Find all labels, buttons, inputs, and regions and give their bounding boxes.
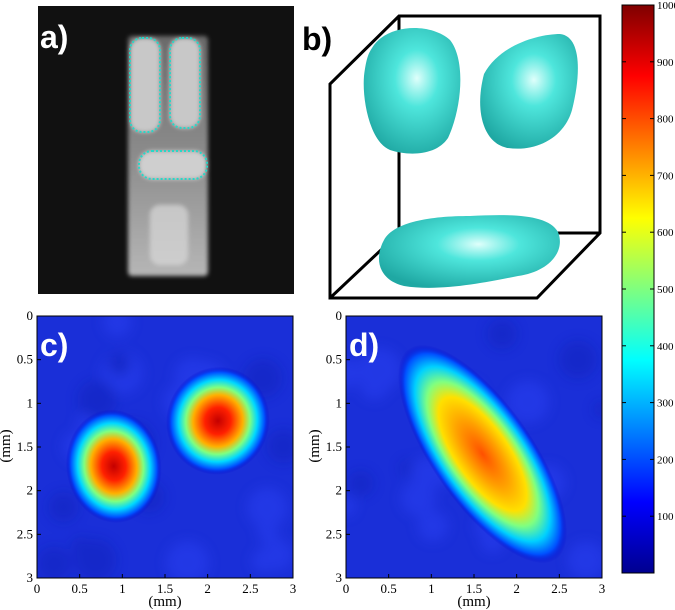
colorbar-gradient [621, 4, 655, 574]
heatmap-c-texture [74, 538, 117, 578]
heatmap-c-texture [251, 549, 275, 573]
xtick-label-c: 2.5 [242, 581, 258, 596]
ytick-label-c: 3 [27, 570, 34, 585]
colorbar-tick-label: 200 [657, 454, 674, 466]
object-bottom [378, 215, 560, 288]
ytick-label-c: 2.5 [17, 526, 33, 541]
panel-c-label: c) [40, 327, 68, 363]
heatmap-d-texture [400, 481, 436, 516]
heatmap-c-texture [107, 352, 131, 376]
ytick-label-c: 2 [27, 483, 34, 498]
colorbar-tick-label: 300 [657, 398, 674, 410]
ytick-label-d: 1.5 [326, 439, 342, 454]
object-top-right [480, 34, 578, 149]
ytick-label-d: 3 [336, 570, 343, 585]
heatmap-c-texture [191, 555, 210, 574]
heatmap-c-texture [257, 522, 279, 543]
colorbar-tick-label: 400 [657, 341, 674, 353]
heatmap-c-blob-2 [166, 366, 270, 475]
panel-a-label: a) [40, 19, 68, 55]
xlabel-c: (mm) [148, 594, 181, 610]
heatmap-c-texture [247, 487, 288, 528]
sample-strip [128, 36, 208, 276]
xlabel-d: (mm) [457, 594, 490, 610]
panel-d-label: d) [349, 327, 379, 363]
heatmap-d-texture [593, 400, 602, 418]
xtick-label-c: 1.5 [157, 581, 173, 596]
heatmap-c-blob-1 [65, 409, 162, 523]
heatmap-c-texture [77, 379, 117, 420]
panel-b-3d: b) [302, 14, 602, 300]
heatmap-d-texture [567, 541, 602, 578]
ytick-label-c: 0 [27, 308, 34, 323]
xtick-label-c: 0 [34, 581, 41, 596]
ytick-label-c: 1 [27, 395, 34, 410]
colorbar-tick-label: 800 [657, 114, 674, 126]
xtick-label-d: 3 [599, 581, 606, 596]
panel-a-photo: a) [38, 6, 294, 294]
colorbar-tick-label: 1000 [657, 0, 675, 12]
heatmap-d-texture [346, 497, 356, 516]
heatmap-d-blob-1 [398, 344, 568, 564]
colorbar-tick-label: 500 [657, 284, 674, 296]
xtick-label-c: 2 [204, 581, 211, 596]
ylabel-c: (mm) [0, 429, 14, 462]
heatmap-d-texture [487, 318, 518, 349]
colorbar-tick-label: 600 [657, 227, 674, 239]
heatmap-d-texture [506, 380, 550, 424]
xtick-label-d: 1 [428, 581, 435, 596]
heatmap-d-texture [357, 347, 402, 392]
heatmap-d-texture [417, 510, 449, 542]
xtick-label-d: 2 [513, 581, 520, 596]
heatmap-c-texture [48, 491, 79, 523]
heatmap-c-texture [37, 546, 72, 578]
ytick-label-d: 2 [336, 483, 343, 498]
heatmap-d-texture [346, 358, 362, 389]
panel-c-heatmap: 0 0.5 1 1.5 2 2.5 300.511.522.53 c) (mm) (mm) [0, 308, 297, 610]
xtick-label-c: 1 [119, 581, 126, 596]
xtick-label-c: 3 [290, 581, 297, 596]
heatmap-c-texture [102, 316, 132, 337]
ytick-label-c: 0.5 [17, 352, 33, 367]
xtick-label-c: 0.5 [72, 581, 88, 596]
colorbar-tick-label: 700 [657, 170, 674, 182]
ytick-label-c: 1.5 [17, 439, 33, 454]
ytick-label-d: 0 [336, 308, 343, 323]
heatmap-d-texture [347, 470, 374, 497]
xtick-label-d: 0.5 [381, 581, 397, 596]
ylabel-d: (mm) [307, 429, 323, 462]
ytick-label-d: 1 [336, 395, 343, 410]
colorbar-tick-label: 900 [657, 57, 674, 69]
panel-b-label: b) [302, 21, 332, 57]
xtick-label-d: 2.5 [551, 581, 567, 596]
object-top-left [363, 28, 461, 154]
panel-d-heatmap: 0 0.5 1 1.5 2 2.5 300.511.522.53 d) (mm) (mm) [307, 308, 606, 610]
ytick-label-d: 2.5 [326, 526, 342, 541]
colorbar-tick-label: 100 [657, 511, 674, 523]
colorbar: 100 200 300 400 500 600 700 800 900 1000 [621, 0, 675, 574]
heatmap-c-texture [266, 429, 293, 464]
xtick-label-d: 1.5 [466, 581, 482, 596]
xtick-label-d: 0 [343, 581, 350, 596]
region-outlines [129, 37, 208, 180]
ytick-label-d: 0.5 [326, 352, 342, 367]
heatmap-d-texture [558, 340, 598, 379]
